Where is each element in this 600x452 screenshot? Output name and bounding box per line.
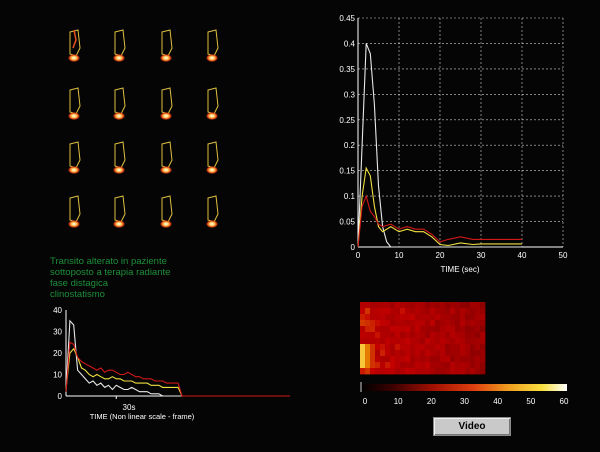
color-scale-tick: 20 [427, 397, 436, 406]
bottom-chart-ytick: 30 [53, 328, 62, 337]
top-chart-series-line-0 [357, 43, 522, 248]
caption-line: fase distagica [50, 278, 109, 289]
top-chart-xlabel: TIME (sec) [440, 265, 479, 274]
bottom-chart-ytick: 10 [53, 371, 62, 380]
frame-thumbnail [113, 195, 126, 228]
top-chart-xtick: 0 [356, 251, 361, 260]
top-chart-ytick: 0.25 [339, 116, 355, 125]
caption-line: Transito alterato in paziente [50, 256, 167, 267]
bottom-chart-series-line-1 [65, 347, 290, 397]
frame-thumbnails [68, 29, 219, 228]
frame-thumbnail [68, 195, 81, 228]
bottom-chart-ytick: 40 [53, 306, 62, 315]
time-activity-chart: TIME (sec) 0 10 20 30 40 50 0 0.05 0.1 0.15 0.2 0.2… [339, 14, 568, 274]
top-chart-series-line-1 [357, 166, 522, 248]
color-scale-tick: 40 [493, 397, 502, 406]
bottom-chart-xlabel: TIME (Non linear scale - frame) [90, 412, 195, 421]
bottom-chart-ytick: 0 [58, 392, 63, 401]
color-scale-tick: 50 [526, 397, 535, 406]
frame-thumbnail [113, 141, 126, 174]
frame-thumbnail [160, 29, 173, 62]
top-chart-ytick: 0.35 [339, 65, 355, 74]
frame-thumbnail [160, 195, 173, 228]
condensed-heatmap: 0 10 20 30 40 50 60 [360, 302, 569, 406]
frame-thumbnail [160, 87, 173, 120]
top-chart-ytick: 0 [351, 243, 356, 252]
frame-thumbnail [206, 29, 219, 62]
top-chart-ytick: 0.2 [344, 141, 356, 150]
caption-line: sottoposto a terapia radiante [50, 267, 171, 278]
bottom-chart-ytick: 20 [53, 349, 62, 358]
color-scale-tick: 10 [394, 397, 403, 406]
patient-caption: Transito alterato in paziente sottoposto… [50, 256, 170, 300]
top-chart-ytick: 0.1 [344, 192, 356, 201]
frame-thumbnail [113, 87, 126, 120]
top-chart-ytick: 0.45 [339, 14, 355, 23]
top-chart-xtick: 50 [559, 251, 568, 260]
top-chart-xtick: 40 [518, 251, 527, 260]
frame-activity-chart: 30s TIME (Non linear scale - frame) 0 10 2… [53, 306, 290, 421]
caption-line: clinostatismo [50, 289, 105, 300]
top-chart-xtick: 10 [395, 251, 404, 260]
top-chart-series-line-2 [357, 194, 522, 248]
color-scale-bar [361, 384, 567, 391]
color-scale-tick: 0 [363, 397, 368, 406]
color-scale-tick: 30 [460, 397, 469, 406]
bottom-chart-series-line-2 [65, 341, 290, 397]
top-chart-ytick: 0.05 [339, 218, 355, 227]
frame-thumbnail [206, 141, 219, 174]
frame-thumbnail [160, 141, 173, 174]
top-chart-ytick: 0.4 [344, 39, 356, 48]
top-chart-ytick: 0.15 [339, 167, 355, 176]
top-chart-xtick: 30 [477, 251, 486, 260]
color-scale-tick: 60 [560, 397, 569, 406]
bottom-chart-series-line-0 [65, 319, 290, 397]
frame-thumbnail [113, 29, 126, 62]
frame-thumbnail [68, 141, 81, 174]
frame-thumbnail [206, 195, 219, 228]
frame-thumbnail [68, 29, 81, 62]
top-chart-xtick: 20 [436, 251, 445, 260]
heatmap-image [360, 302, 486, 375]
frame-thumbnail [68, 87, 81, 120]
bottom-chart-xtick-label: 30s [123, 403, 136, 412]
frame-thumbnail [206, 87, 219, 120]
top-chart-ytick: 0.3 [344, 90, 356, 99]
video-button[interactable]: Video [433, 417, 511, 436]
